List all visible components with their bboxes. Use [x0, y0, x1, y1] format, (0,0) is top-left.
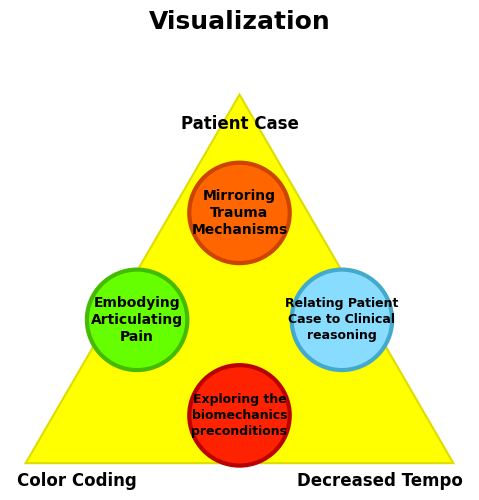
Text: Decreased Tempo: Decreased Tempo: [297, 472, 462, 490]
Circle shape: [192, 165, 287, 261]
Title: Visualization: Visualization: [148, 10, 331, 34]
Text: Exploring the
biomechanics
preconditions: Exploring the biomechanics preconditions: [192, 393, 287, 438]
Circle shape: [192, 367, 287, 464]
Text: Color Coding: Color Coding: [17, 472, 137, 490]
Text: Patient Case: Patient Case: [181, 115, 298, 133]
Text: Embodying
Articulating
Pain: Embodying Articulating Pain: [91, 296, 183, 344]
Circle shape: [289, 268, 394, 372]
Circle shape: [187, 160, 292, 265]
Circle shape: [294, 272, 390, 368]
Circle shape: [187, 363, 292, 468]
Text: Relating Patient
Case to Clinical
reasoning: Relating Patient Case to Clinical reason…: [285, 298, 399, 343]
Polygon shape: [26, 94, 453, 463]
Circle shape: [85, 268, 190, 372]
Text: Mirroring
Trauma
Mechanisms: Mirroring Trauma Mechanisms: [192, 188, 287, 237]
Circle shape: [89, 272, 185, 368]
